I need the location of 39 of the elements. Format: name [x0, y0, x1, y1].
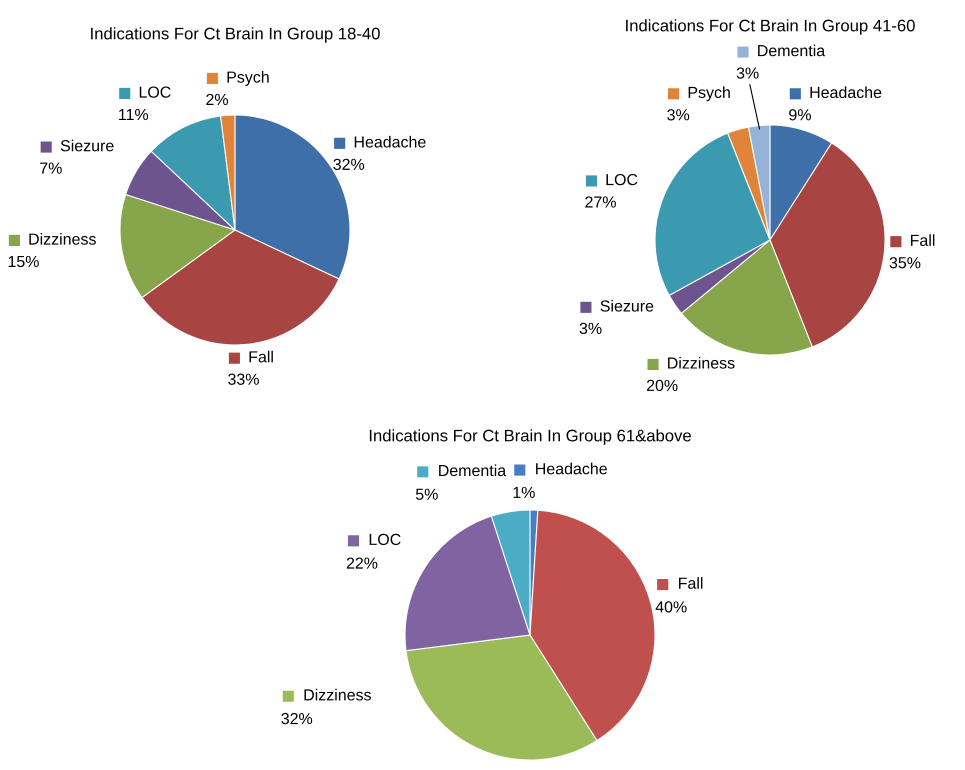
legend-label: Headache — [536, 462, 607, 474]
chart-title: Indications For Ct Brain In Group 18-40 — [91, 27, 380, 43]
chart-title: Indications For Ct Brain In Group 61&above — [370, 429, 691, 445]
data-label: 27% — [585, 196, 616, 208]
legend-label: Dementia — [439, 464, 506, 476]
data-label: 3% — [580, 322, 602, 334]
data-label: 3% — [736, 67, 759, 79]
legend-label: Siezure — [600, 300, 654, 312]
data-label: 9% — [789, 109, 811, 120]
chart-title: Indications For Ct Brain In Group 41-60 — [626, 19, 915, 35]
data-label: 11% — [119, 108, 148, 120]
legend-label: Headache — [810, 86, 882, 98]
data-label: 5% — [416, 488, 438, 500]
legend-label: Dizziness — [304, 688, 371, 701]
legend-label: Dizziness — [29, 233, 96, 245]
legend-label: Fall — [250, 350, 273, 362]
legend-label: Siezure — [60, 140, 114, 152]
legend-label: Headache — [354, 136, 426, 148]
data-label: 1% — [514, 486, 535, 498]
data-label: 7% — [40, 162, 62, 174]
legend-label: LOC — [606, 174, 638, 186]
data-label: 22% — [346, 557, 378, 569]
data-label: 15% — [8, 256, 39, 268]
data-label: 2% — [206, 94, 228, 106]
legend-label: LOC — [370, 534, 401, 546]
data-label: 32% — [333, 158, 364, 170]
data-label: 20% — [646, 380, 678, 392]
legend-label: Dementia — [758, 44, 826, 56]
legend-label: LOC — [140, 86, 171, 98]
legend-label: Fall — [679, 577, 702, 589]
data-label: 32% — [281, 712, 312, 724]
data-label: 35% — [890, 257, 920, 268]
data-label: 40% — [656, 601, 687, 613]
legend-label: Psych — [228, 71, 269, 86]
legend-label: Dizziness — [668, 356, 735, 369]
legend-label: Fall — [910, 234, 934, 246]
data-label: 33% — [228, 374, 259, 385]
legend-label: Psych — [688, 86, 730, 102]
data-label: 3% — [667, 109, 690, 120]
